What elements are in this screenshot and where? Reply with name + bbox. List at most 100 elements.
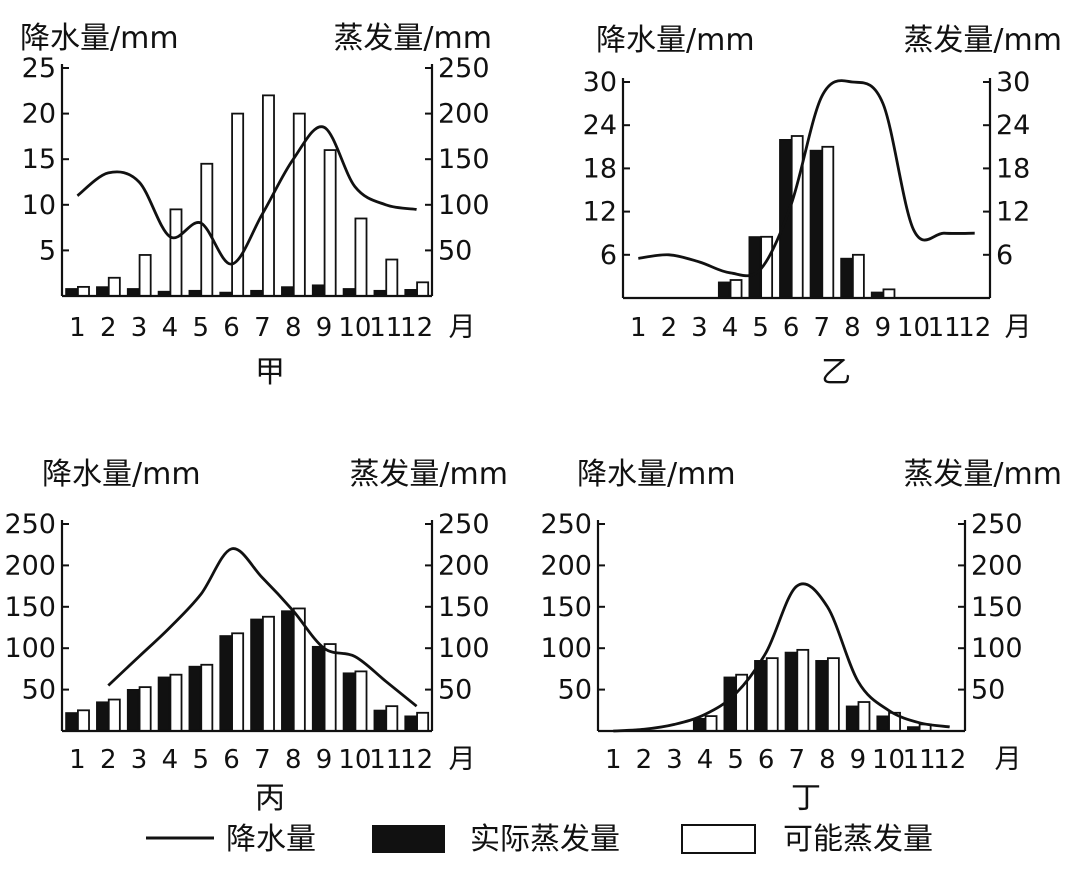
right-tick-label: 18 (996, 153, 1030, 184)
month-label: 10 (897, 313, 930, 343)
potential-evaporation-bar (416, 281, 430, 297)
potential-evaporation-bar (231, 112, 245, 297)
actual-evaporation-bar (342, 672, 356, 732)
month-label: 1 (69, 313, 86, 343)
right-tick-label: 50 (438, 235, 472, 266)
month-label: 12 (958, 313, 991, 343)
left-tick-label: 50 (558, 675, 592, 706)
potential-evaporation-bar (169, 208, 183, 297)
right-tick-label: 30 (996, 67, 1030, 98)
month-label: 2 (636, 745, 653, 775)
right-tick-label: 6 (996, 240, 1013, 271)
right-tick-label: 100 (438, 190, 490, 221)
month-label: 10 (338, 313, 371, 343)
month-label: 10 (872, 745, 905, 775)
potential-evaporation-bar (821, 145, 835, 299)
month-label: 11 (903, 745, 936, 775)
actual-evaporation-bar (126, 688, 140, 732)
right-tick-label: 200 (438, 550, 490, 581)
potential-evaporation-bar (169, 673, 183, 732)
potential-evaporation-bar (354, 217, 368, 297)
precipitation-line (638, 79, 975, 278)
right-tick-label: 12 (996, 197, 1030, 228)
left-tick-label: 25 (22, 53, 56, 84)
left-tick-label: 6 (600, 240, 617, 271)
chart-name: 丙 (255, 781, 285, 816)
left-tick-label: 12 (583, 197, 617, 228)
left-axis-title: 降水量/mm (42, 457, 201, 492)
right-tick-label: 250 (438, 53, 490, 84)
actual-evaporation-bar (809, 149, 822, 299)
potential-evaporation-bar (765, 657, 779, 732)
month-label: 8 (285, 745, 302, 775)
month-label: 5 (752, 313, 769, 343)
month-label: 10 (338, 745, 371, 775)
right-tick-label: 100 (971, 633, 1023, 664)
left-tick-label: 5 (39, 235, 56, 266)
actual-evaporation-bar (96, 701, 109, 732)
potential-evaporation-bar (416, 711, 430, 732)
actual-evaporation-bar (157, 676, 171, 732)
chart-name: 丁 (791, 781, 821, 816)
left-tick-label: 20 (22, 99, 56, 130)
month-label: 11 (369, 313, 402, 343)
actual-evaporation-bar (748, 236, 761, 299)
actual-evaporation-bar (754, 660, 767, 732)
month-label: 9 (875, 313, 892, 343)
actual-evaporation-bar (784, 651, 797, 732)
right-axis-title: 蒸发量/mm (333, 21, 492, 56)
right-tick-label: 50 (971, 675, 1005, 706)
month-label: 3 (131, 745, 148, 775)
chart-4: 降水量/mm 蒸发量/mm 50 100 150 200 250 50 100 150 200 250… (540, 457, 1062, 816)
month-label: 6 (758, 745, 775, 775)
x-axis-unit: 月 (449, 312, 476, 343)
actual-evaporation-bar (65, 712, 78, 732)
potential-evaporation-bar (262, 615, 275, 732)
left-tick-label: 50 (22, 675, 56, 706)
month-label: 1 (605, 745, 622, 775)
actual-evaporation-bar (404, 715, 417, 732)
month-label: 4 (722, 313, 739, 343)
left-tick-label: 100 (4, 633, 56, 664)
actual-evaporation-bar (281, 610, 294, 732)
right-tick-label: 50 (438, 675, 472, 706)
month-label: 6 (223, 313, 240, 343)
actual-evaporation-bar (373, 709, 386, 732)
left-tick-label: 250 (540, 509, 592, 540)
month-label: 9 (850, 745, 867, 775)
month-label: 4 (162, 745, 179, 775)
precipitation-line (613, 582, 950, 733)
right-tick-label: 200 (971, 550, 1023, 581)
potential-evaporation-bar (323, 149, 337, 297)
month-label: 5 (192, 313, 209, 343)
month-label: 9 (316, 745, 333, 775)
potential-evaporation-bar (354, 670, 368, 732)
potential-evaporation-bar (790, 135, 804, 299)
potential-evaporation-bar (138, 254, 152, 297)
actual-evaporation-bar (845, 705, 859, 732)
month-label: 4 (697, 745, 714, 775)
legend-potential-label: 可能蒸发量 (783, 822, 933, 857)
actual-evaporation-bar (219, 635, 232, 732)
month-label: 3 (666, 745, 683, 775)
x-axis-unit: 月 (1005, 312, 1032, 343)
month-label: 12 (400, 745, 433, 775)
potential-evaporation-bar (851, 253, 865, 299)
right-tick-label: 24 (996, 110, 1030, 141)
month-label: 12 (400, 313, 433, 343)
precipitation-line (107, 547, 418, 708)
left-tick-label: 150 (4, 592, 56, 623)
potential-evaporation-bar (138, 686, 152, 732)
potential-evaporation-bar (231, 632, 245, 732)
month-label: 3 (691, 313, 708, 343)
right-axis-title: 蒸发量/mm (903, 457, 1062, 492)
potential-evaporation-bar (292, 607, 306, 732)
right-tick-label: 150 (438, 144, 490, 175)
right-tick-label: 150 (971, 592, 1023, 623)
left-tick-label: 100 (540, 633, 592, 664)
month-label: 9 (316, 313, 333, 343)
chart-name: 甲 (255, 355, 285, 390)
right-axis-title: 蒸发量/mm (349, 457, 508, 492)
potential-evaporation-bar (729, 279, 743, 299)
